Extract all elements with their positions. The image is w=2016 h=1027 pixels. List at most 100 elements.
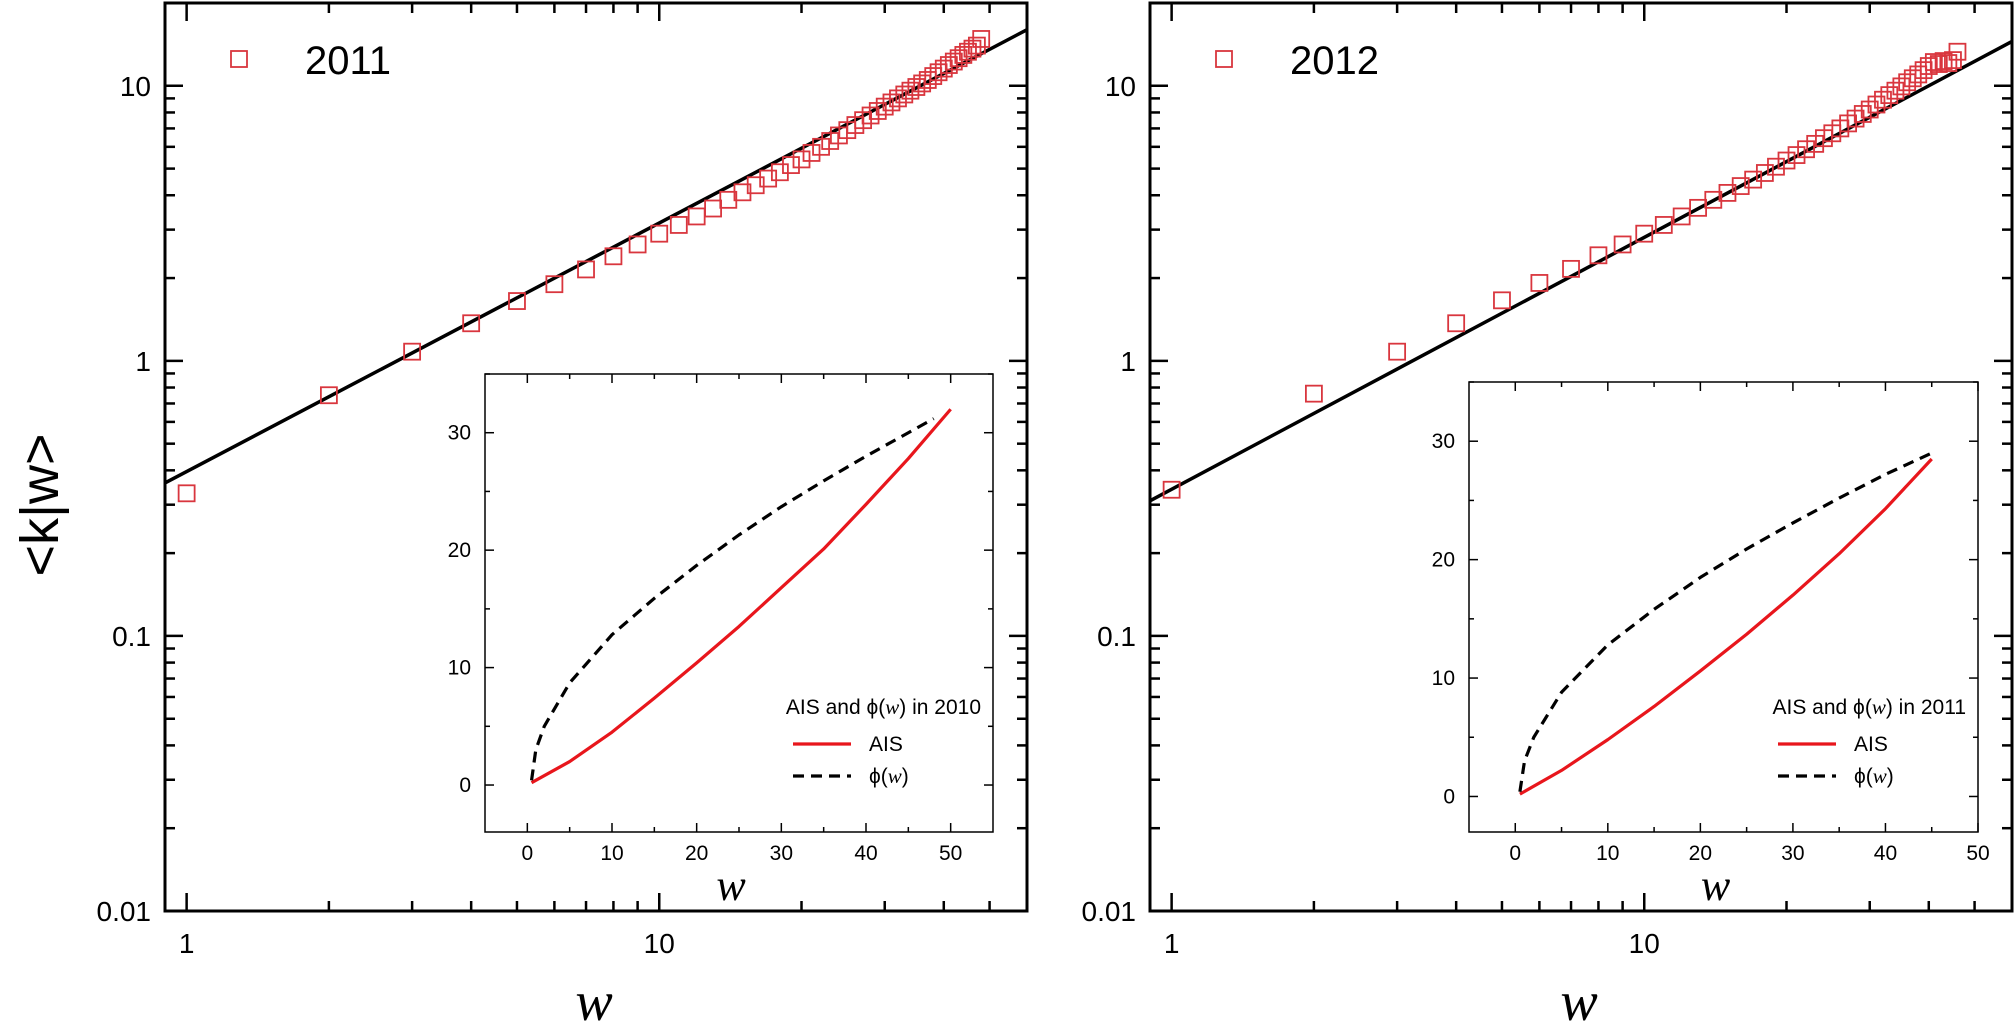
inset-y-tick-label: 20 [1432, 549, 1455, 572]
inset-chart: 0 10 20 30 40 50 0 10 20 30 AIS and ϕ(w) in 2010 AI… [448, 373, 994, 910]
plot-frame [1148, 1, 2014, 913]
inset-y-tick-label: 30 [1432, 430, 1455, 453]
data-point [1635, 224, 1654, 243]
inset-x-tick-label: 50 [939, 842, 962, 865]
inset-x-tick-label: 20 [1689, 842, 1712, 865]
data-point [733, 183, 752, 202]
inset-x-tick-label: 30 [1781, 842, 1804, 865]
data-point [1787, 146, 1806, 164]
data-point [759, 169, 778, 188]
data-point [687, 207, 706, 226]
inset-legend-title: AIS and ϕ(w) in 2010 [786, 695, 981, 719]
ais-curve [530, 408, 952, 785]
data-point [669, 216, 688, 234]
inset-x-tick-label: 0 [521, 842, 533, 865]
data-point [1704, 190, 1723, 209]
data-point [1304, 384, 1323, 403]
y-tick-label: 0.1 [112, 621, 151, 652]
inset-legend-ais-label: AIS [1854, 733, 1888, 756]
legend-marker [1215, 50, 1233, 68]
data-point [1860, 100, 1879, 119]
ais-curve [1519, 457, 1933, 796]
data-point [907, 78, 926, 96]
phi-curve [529, 417, 935, 781]
legend-label: 2011 [305, 39, 391, 83]
data-point [792, 150, 811, 169]
data-point [177, 484, 196, 503]
data-point [1654, 216, 1673, 234]
data-point [1853, 105, 1872, 123]
data-point [1388, 342, 1407, 361]
inset-x-tick-label: 20 [685, 842, 708, 865]
data-point [944, 52, 963, 71]
inset-y-tick-label: 30 [448, 422, 471, 445]
data-point [1731, 177, 1750, 195]
panel-left: 1 10 0.01 0.1 1 10 2011 w 0 10 20 30 40 50 0 10 20 30 AIS … [97, 1, 1029, 1027]
data-point [972, 30, 991, 48]
inset-x-tick-label: 40 [854, 842, 877, 865]
data-point [1948, 42, 1967, 61]
data-point [704, 199, 722, 218]
inset-x-tick-label: 10 [600, 842, 623, 865]
data-point [1924, 53, 1943, 71]
data-point [1530, 274, 1549, 292]
data-point [545, 275, 564, 294]
plot-frame [163, 1, 1029, 913]
data-point [1929, 55, 1948, 73]
y-tick-label: 1 [1120, 346, 1136, 377]
x-tick-label: 1 [1164, 928, 1180, 959]
inset-x-tick-label: 50 [1966, 842, 1989, 865]
legend-label: 2012 [1290, 39, 1379, 83]
data-point [954, 46, 973, 64]
y-tick-label: 10 [120, 71, 151, 102]
data-point [1934, 52, 1953, 70]
data-point [403, 342, 422, 361]
y-tick-label: 0.01 [1082, 896, 1137, 927]
data-point [1613, 235, 1632, 254]
inset-legend-title: AIS and ϕ(w) in 2011 [1772, 695, 1966, 719]
y-tick-label: 0.1 [1097, 621, 1136, 652]
x-tick-label: 10 [644, 928, 675, 959]
data-point [577, 260, 595, 279]
y-axis-label: <k|w> [10, 433, 70, 576]
inset-y-tick-label: 0 [459, 774, 471, 797]
data-point [782, 156, 800, 174]
data-point [939, 56, 958, 74]
inset-legend-ais-label: AIS [869, 733, 903, 756]
inset-y-tick-label: 0 [1443, 785, 1455, 808]
data-point [1767, 157, 1785, 176]
data-point [949, 49, 968, 68]
inset-chart: 0 10 20 30 40 50 0 10 20 30 AIS and ϕ(w) in 2011 AI… [1432, 381, 1990, 910]
x-tick-label: 1 [179, 928, 195, 959]
data-point [746, 176, 765, 195]
inset-frame [1468, 381, 1979, 833]
inset-x-tick-label: 10 [1596, 842, 1619, 865]
data-point [508, 292, 526, 310]
x-tick-label: 10 [1629, 928, 1660, 959]
legend-marker [230, 50, 248, 68]
data-point [650, 224, 669, 243]
inset-legend-phi-label: ϕ(w) [869, 764, 909, 788]
inset-x-tick-label: 30 [770, 842, 793, 865]
inset-x-tick-label: 0 [1509, 842, 1521, 865]
y-tick-label: 0.01 [97, 896, 152, 927]
x-axis-label: w [575, 971, 612, 1027]
data-point [1589, 246, 1608, 265]
inset-y-tick-label: 10 [448, 657, 471, 680]
data-point [628, 235, 647, 254]
inset-y-tick-label: 10 [1432, 667, 1455, 690]
data-point [967, 36, 986, 55]
inset-legend-phi-label: ϕ(w) [1854, 764, 1894, 788]
data-point [1797, 140, 1815, 159]
inset-y-tick-label: 20 [448, 539, 471, 562]
data-point [462, 314, 481, 333]
data-point [934, 59, 953, 78]
data-point [959, 42, 977, 61]
data-point [1718, 183, 1737, 202]
data-point [1562, 259, 1580, 278]
data-point [1874, 90, 1892, 109]
data-point [319, 386, 338, 405]
data-point [802, 144, 821, 162]
data-point [604, 247, 623, 266]
inset-x-axis-label: w [716, 861, 746, 910]
